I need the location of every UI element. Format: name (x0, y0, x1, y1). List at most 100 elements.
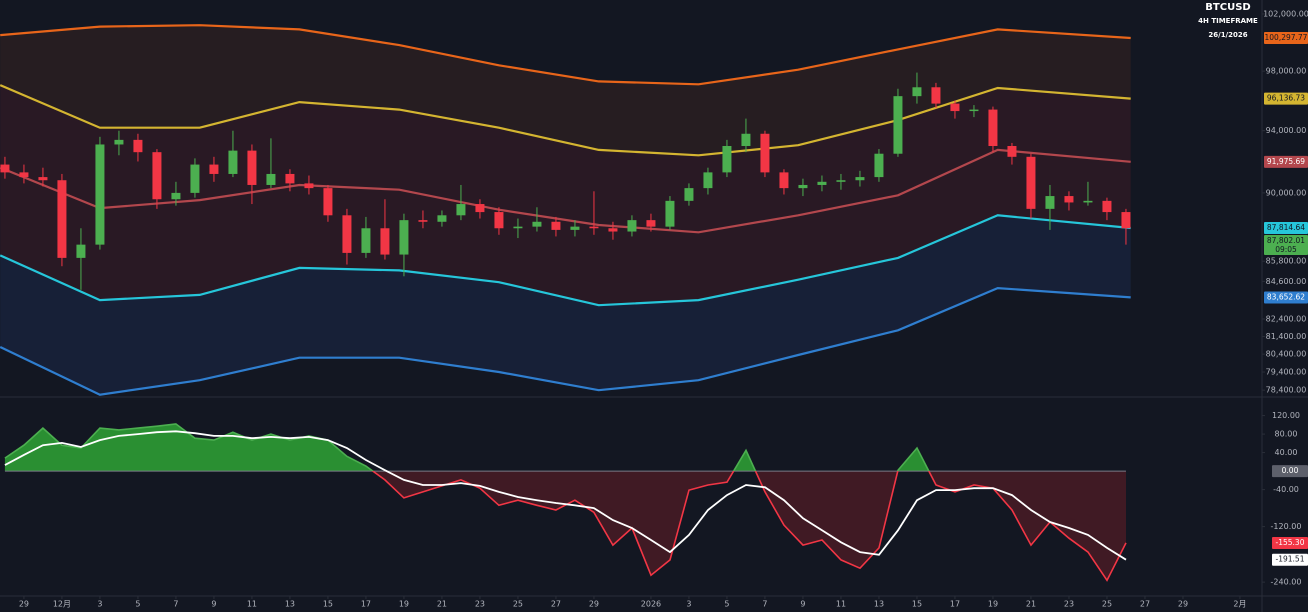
y-tick-label: 78,400.00 (1266, 386, 1307, 395)
band-fill (0, 215, 1131, 395)
x-tick-label: 29 (589, 600, 599, 609)
candle-body (76, 244, 86, 258)
osc-area-up (4, 423, 1126, 472)
x-tick-label: 15 (912, 600, 922, 609)
candle-body (38, 177, 48, 181)
candle-body (1102, 200, 1112, 213)
candle-body (1026, 156, 1036, 209)
y-tick-label: 98,000.00 (1266, 67, 1307, 76)
y-tick-label: -40.00 (1273, 485, 1299, 494)
candle-body (228, 150, 238, 174)
candle-body (646, 220, 656, 227)
x-tick-label: 21 (437, 600, 447, 609)
price-label-box (1264, 32, 1308, 45)
candle-body (247, 150, 257, 185)
candle-body (1064, 196, 1074, 203)
osc-label: 0.00 (1282, 466, 1299, 475)
symbol: BTCUSD (1205, 2, 1250, 13)
candle-body (513, 226, 523, 229)
x-tick-label: 9 (800, 600, 805, 609)
x-tick-label: 19 (988, 600, 998, 609)
x-tick-label: 27 (1140, 600, 1150, 609)
band-line (0, 148, 1131, 234)
candle-body (323, 188, 333, 216)
candle-body (608, 228, 618, 232)
candle-body (418, 220, 428, 222)
x-tick-label: 9 (211, 600, 216, 609)
x-tick-label: 7 (173, 600, 178, 609)
candle-body (361, 228, 371, 253)
band-fill (0, 85, 1131, 233)
y-tick-label: 82,400.00 (1266, 315, 1307, 324)
price-label-box (1264, 235, 1308, 256)
candle-body (266, 173, 276, 185)
candle-body (190, 164, 200, 193)
x-tick-label: 23 (1064, 600, 1074, 609)
y-tick-label: 80.00 (1275, 430, 1298, 439)
y-tick-label: 84,600.00 (1266, 277, 1307, 286)
y-tick-label: 85,800.00 (1266, 257, 1307, 266)
candle-body (57, 180, 67, 258)
x-tick-label: 19 (399, 600, 409, 609)
candle-body (532, 221, 542, 227)
candle-body (779, 172, 789, 189)
y-tick-label: 79,400.00 (1266, 368, 1307, 377)
candle-body (152, 152, 162, 200)
band-line (0, 84, 1131, 157)
x-tick-label: 2月 (1233, 600, 1246, 609)
candle-body (798, 184, 808, 189)
x-tick-label: 25 (1102, 600, 1112, 609)
band-line (0, 24, 1131, 86)
x-tick-label: 15 (323, 600, 333, 609)
x-tick-label: 7 (762, 600, 767, 609)
price-label-box (1264, 222, 1308, 235)
x-tick-label: 29 (1178, 600, 1188, 609)
price-label-box (1264, 291, 1308, 304)
candle-body (551, 221, 561, 230)
candle-body (950, 103, 960, 112)
date: 26/1/2026 (1208, 31, 1247, 39)
x-tick-label: 13 (874, 600, 884, 609)
candle-body (988, 109, 998, 147)
price-label: 87,814.64 (1267, 223, 1305, 232)
y-tick-label: -120.00 (1271, 522, 1302, 531)
candle-body (589, 226, 599, 229)
candle-body (437, 215, 447, 222)
candle-body (0, 164, 10, 173)
x-tick-label: 17 (361, 600, 371, 609)
candle-body (494, 212, 504, 229)
x-tick-label: 3 (97, 600, 102, 609)
y-tick-label: 102,000.00 (1263, 9, 1308, 18)
candle-body (684, 188, 694, 201)
candle-body (1045, 196, 1055, 209)
candle-body (171, 192, 181, 200)
candle-body (703, 172, 713, 189)
candle-body (285, 173, 295, 184)
candle-body (1083, 200, 1093, 203)
candle-body (893, 96, 903, 154)
candle-body (380, 228, 390, 255)
band-fill (0, 25, 1131, 156)
price-label-box (1264, 92, 1308, 105)
band-line (0, 214, 1131, 307)
x-tick-label: 12月 (53, 600, 71, 609)
signal-line (4, 430, 1127, 561)
candle-body (1007, 146, 1017, 157)
x-tick-label: 17 (950, 600, 960, 609)
y-tick-label: 81,400.00 (1266, 332, 1307, 341)
band-line (0, 286, 1131, 396)
candle-body (722, 146, 732, 173)
candle-body (95, 144, 105, 245)
price-label-box (1264, 155, 1308, 168)
osc-label-box (1272, 553, 1308, 566)
x-tick-label: 11 (836, 600, 846, 609)
candle-body (969, 109, 979, 112)
candle-body (304, 183, 314, 189)
candle-body (570, 226, 580, 230)
x-tick-label: 11 (247, 600, 257, 609)
x-tick-label: 29 (19, 600, 29, 609)
y-tick-label: 94,000.00 (1266, 126, 1307, 135)
